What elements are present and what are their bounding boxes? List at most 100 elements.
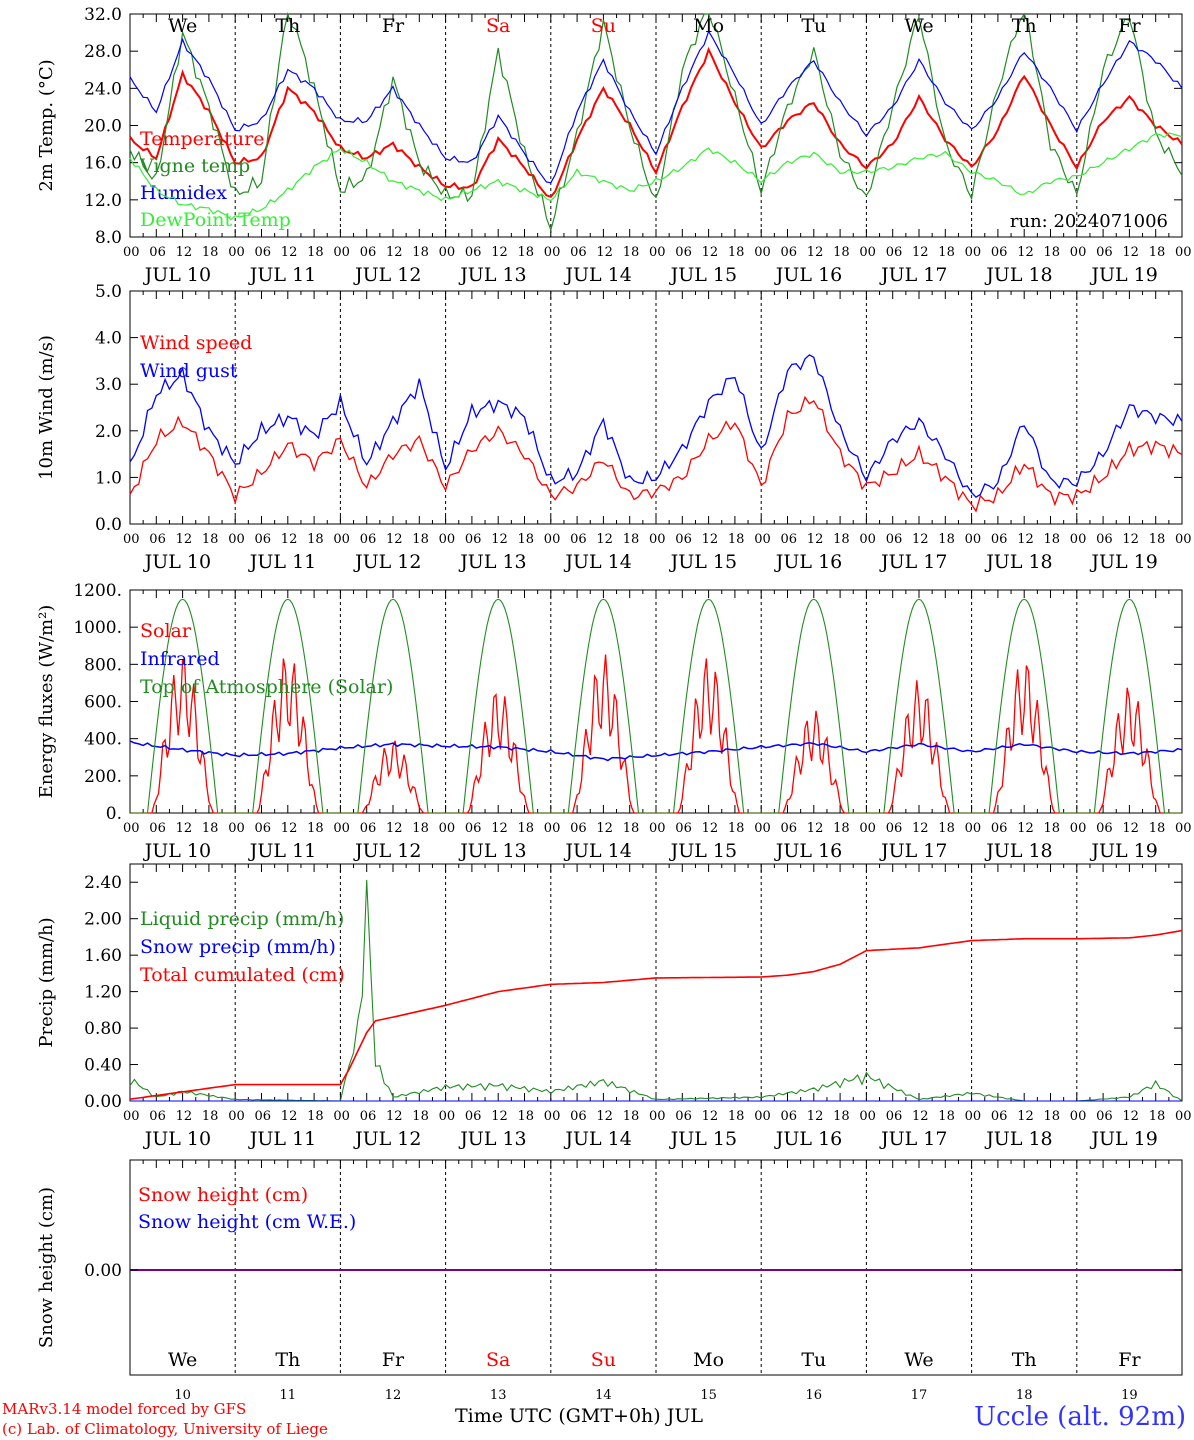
precip-legend-entry: Liquid precip (mm/h) <box>140 908 344 930</box>
energy-legend-entry: Top of Atmosphere (Solar) <box>140 676 393 698</box>
weekday-label: Th <box>275 15 300 37</box>
hour-tick-label: 00 <box>965 245 982 260</box>
hour-tick-label: 18 <box>1044 821 1061 836</box>
day-number: 16 <box>806 1388 823 1403</box>
hour-tick-label: 06 <box>991 1109 1008 1124</box>
y-tick-label: 24.0 <box>84 79 122 99</box>
hour-tick-label: 00 <box>439 1109 456 1124</box>
temp-series-line <box>129 46 1183 198</box>
hour-tick-label: 00 <box>1070 532 1087 547</box>
temp-legend-entry: Humidex <box>140 182 227 204</box>
hour-tick-label: 12 <box>176 1109 193 1124</box>
hour-tick-label: 12 <box>596 1109 613 1124</box>
day-label: JUL 17 <box>879 264 947 286</box>
hour-tick-label: 06 <box>781 532 798 547</box>
temp-series-line <box>129 11 1183 232</box>
day-label: JUL 12 <box>353 1128 421 1150</box>
hour-tick-label: 00 <box>859 532 876 547</box>
hour-tick-label: 06 <box>465 532 482 547</box>
y-tick-label: 0.0 <box>95 515 122 535</box>
y-tick-label: 0.00 <box>84 1261 122 1281</box>
hour-tick-label: 06 <box>360 532 377 547</box>
y-tick-label: 12.0 <box>84 191 122 211</box>
y-tick-label: 32.0 <box>84 5 122 25</box>
y-tick-label: 1.20 <box>84 983 122 1003</box>
hour-tick-label: 18 <box>307 1109 324 1124</box>
credit-model: MARv3.14 model forced by GFS <box>2 1400 247 1418</box>
hour-tick-label: 06 <box>465 1109 482 1124</box>
day-label: JUL 16 <box>774 1128 842 1150</box>
hour-tick-label: 06 <box>781 821 798 836</box>
hour-tick-label: 06 <box>886 821 903 836</box>
hour-tick-label: 12 <box>596 821 613 836</box>
hour-tick-label: 00 <box>754 532 771 547</box>
hour-tick-label: 00 <box>333 532 350 547</box>
hour-tick-label: 18 <box>1149 532 1166 547</box>
day-number: 14 <box>595 1388 612 1403</box>
hour-tick-label: 00 <box>754 821 771 836</box>
hour-tick-label: 12 <box>281 532 298 547</box>
weekday-label: Su <box>591 15 616 37</box>
hour-tick-label: 06 <box>149 821 166 836</box>
hour-tick-label: 18 <box>623 245 640 260</box>
hour-tick-label: 12 <box>596 245 613 260</box>
hour-tick-label: 18 <box>518 245 535 260</box>
station-name: Uccle (alt. 92m) <box>974 1402 1186 1432</box>
panel-frame <box>129 13 1183 238</box>
hour-tick-label: 18 <box>202 245 219 260</box>
day-label: JUL 12 <box>353 551 421 573</box>
hour-tick-label: 12 <box>386 821 403 836</box>
hour-tick-label: 00 <box>544 532 561 547</box>
cumulated-precip-line <box>129 929 1183 1100</box>
y-tick-label: 2.0 <box>95 422 122 442</box>
hour-tick-label: 06 <box>991 821 1008 836</box>
hour-tick-label: 12 <box>281 1109 298 1124</box>
hour-tick-label: 00 <box>228 1109 245 1124</box>
y-tick-label: 1200. <box>73 581 122 601</box>
hour-tick-label: 06 <box>255 821 272 836</box>
hour-tick-label: 12 <box>281 821 298 836</box>
y-tick-label: 400. <box>84 730 122 750</box>
hour-tick-label: 06 <box>886 532 903 547</box>
day-label: JUL 10 <box>143 1128 211 1150</box>
day-label: JUL 13 <box>458 551 526 573</box>
day-label: JUL 17 <box>879 840 947 862</box>
hour-tick-label: 12 <box>1017 245 1034 260</box>
day-label: JUL 14 <box>563 264 631 286</box>
day-label: JUL 10 <box>143 264 211 286</box>
day-label: JUL 19 <box>1089 1128 1157 1150</box>
hour-tick-label: 18 <box>518 821 535 836</box>
hour-tick-label: 12 <box>702 1109 719 1124</box>
hour-tick-label: 00 <box>123 245 140 260</box>
energy-legend-entry: Infrared <box>140 648 220 670</box>
hour-tick-label: 12 <box>1017 821 1034 836</box>
hour-tick-label: 00 <box>965 532 982 547</box>
hour-tick-label: 12 <box>1122 1109 1139 1124</box>
hour-tick-label: 00 <box>1070 1109 1087 1124</box>
hour-tick-label: 18 <box>833 532 850 547</box>
hour-tick-label: 18 <box>938 821 955 836</box>
day-label: JUL 18 <box>984 264 1052 286</box>
day-label: JUL 11 <box>248 551 316 573</box>
hour-tick-label: 12 <box>807 1109 824 1124</box>
day-label: JUL 11 <box>248 1128 316 1150</box>
hour-tick-label: 12 <box>176 821 193 836</box>
day-label: JUL 19 <box>1089 264 1157 286</box>
hour-tick-label: 00 <box>965 1109 982 1124</box>
hour-tick-label: 18 <box>623 1109 640 1124</box>
hour-tick-label: 00 <box>649 245 666 260</box>
hour-tick-label: 06 <box>1096 821 1113 836</box>
hour-tick-label: 18 <box>412 1109 429 1124</box>
day-number: 17 <box>911 1388 928 1403</box>
hour-tick-label: 00 <box>439 245 456 260</box>
hour-tick-label: 12 <box>386 245 403 260</box>
y-axis-label: 2m Temp. (°C) <box>36 59 57 191</box>
day-label: JUL 15 <box>669 264 737 286</box>
hour-tick-label: 12 <box>1017 532 1034 547</box>
hour-tick-label: 06 <box>570 821 587 836</box>
hour-tick-label: 12 <box>1017 1109 1034 1124</box>
hour-tick-label: 06 <box>886 1109 903 1124</box>
hour-tick-label: 00 <box>1070 245 1087 260</box>
hour-tick-label: 00 <box>859 245 876 260</box>
hour-tick-label: 06 <box>1096 245 1113 260</box>
